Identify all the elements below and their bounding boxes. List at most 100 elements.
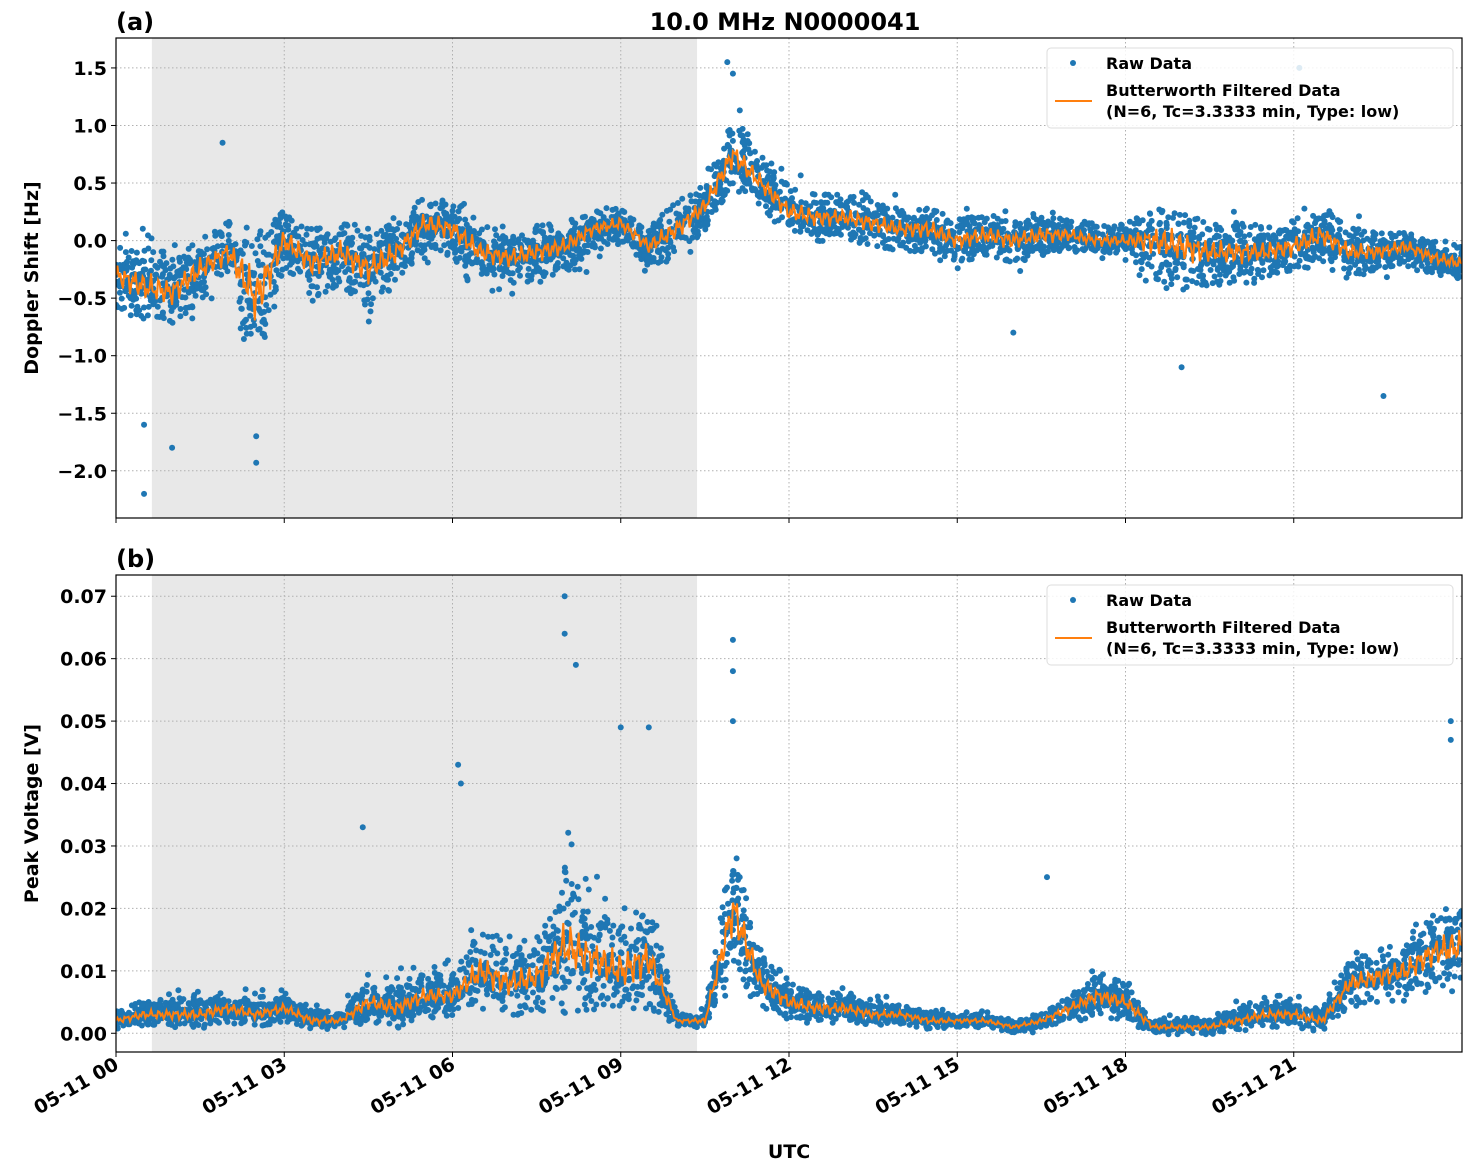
raw-data-point bbox=[1086, 220, 1093, 227]
raw-data-point bbox=[131, 291, 138, 298]
raw-data-point bbox=[797, 172, 804, 179]
raw-data-point bbox=[279, 209, 286, 216]
raw-data-point bbox=[1168, 281, 1175, 288]
raw-data-point bbox=[507, 238, 514, 245]
raw-data-point bbox=[1296, 257, 1303, 264]
raw-data-point bbox=[581, 242, 588, 249]
raw-data-point bbox=[1440, 267, 1446, 274]
raw-data-point bbox=[1329, 227, 1336, 234]
raw-data-point bbox=[560, 255, 567, 262]
raw-data-point bbox=[989, 242, 996, 249]
raw-data-point bbox=[867, 230, 873, 237]
raw-data-point bbox=[625, 234, 632, 241]
raw-data-point bbox=[516, 264, 523, 271]
raw-data-point bbox=[1305, 224, 1312, 231]
raw-data-point bbox=[265, 307, 272, 314]
raw-data-point bbox=[1099, 255, 1106, 262]
raw-data-point bbox=[1158, 264, 1165, 271]
raw-data-point bbox=[247, 312, 254, 319]
raw-data-point bbox=[1333, 249, 1339, 256]
raw-data-point bbox=[1369, 240, 1376, 247]
raw-data-point bbox=[159, 309, 166, 316]
raw-data-point bbox=[1237, 237, 1244, 244]
raw-data-point bbox=[1161, 278, 1168, 285]
raw-data-point bbox=[1382, 264, 1389, 271]
raw-data-point bbox=[889, 214, 896, 221]
raw-data-point bbox=[614, 211, 621, 218]
raw-data-point bbox=[1387, 263, 1394, 270]
raw-data-point bbox=[263, 302, 270, 308]
raw-data-point bbox=[254, 236, 261, 243]
raw-data-point bbox=[1282, 258, 1289, 265]
raw-data-point bbox=[754, 192, 761, 199]
legend-filtered-params: (N=6, Tc=3.3333 min, Type: low) bbox=[1106, 102, 1399, 121]
raw-data-point bbox=[1326, 222, 1333, 228]
raw-data-point bbox=[1453, 273, 1460, 280]
raw-data-point bbox=[423, 232, 430, 239]
raw-data-point bbox=[809, 191, 816, 197]
raw-data-point bbox=[160, 248, 167, 255]
raw-data-point bbox=[1118, 222, 1125, 229]
raw-data-point bbox=[330, 281, 337, 288]
raw-data-point bbox=[462, 257, 468, 264]
raw-data-point bbox=[563, 259, 570, 266]
raw-data-point bbox=[1241, 233, 1248, 240]
filtered-data-line bbox=[116, 148, 1462, 321]
raw-data-point bbox=[368, 301, 374, 308]
raw-data-point bbox=[293, 225, 300, 232]
raw-data-point bbox=[1017, 220, 1024, 227]
raw-data-point bbox=[1294, 215, 1301, 222]
raw-data-point bbox=[1050, 215, 1057, 222]
raw-data-point bbox=[1318, 222, 1325, 229]
raw-data-point bbox=[789, 220, 796, 227]
raw-data-point bbox=[168, 308, 175, 314]
raw-data-point bbox=[1033, 245, 1040, 252]
raw-data-point bbox=[350, 279, 357, 286]
raw-data-point bbox=[813, 200, 820, 206]
raw-data-point bbox=[727, 180, 734, 187]
raw-data-point bbox=[1341, 253, 1348, 260]
raw-data-point bbox=[1410, 262, 1417, 269]
raw-data-point bbox=[905, 238, 912, 245]
raw-data-point bbox=[402, 263, 408, 270]
raw-data-point bbox=[633, 251, 640, 258]
raw-data-point bbox=[282, 213, 289, 220]
raw-data-point bbox=[1002, 208, 1009, 215]
raw-data-point bbox=[1329, 267, 1336, 273]
raw-data-point bbox=[1274, 263, 1280, 270]
raw-data-point bbox=[818, 199, 825, 206]
raw-data-point bbox=[1063, 217, 1070, 224]
raw-data-point bbox=[744, 131, 751, 138]
raw-data-point bbox=[980, 243, 987, 250]
raw-data-point bbox=[483, 270, 490, 277]
raw-data-point bbox=[1336, 226, 1343, 233]
raw-data-point bbox=[441, 211, 448, 218]
y-tick-label: −2.0 bbox=[57, 461, 107, 483]
raw-data-point bbox=[456, 215, 463, 222]
raw-data-outlier bbox=[253, 433, 260, 440]
raw-data-point bbox=[687, 248, 694, 255]
raw-data-point bbox=[148, 257, 155, 264]
raw-data-point bbox=[234, 251, 241, 258]
raw-data-point bbox=[647, 227, 654, 234]
raw-data-point bbox=[1266, 272, 1273, 279]
raw-data-point bbox=[1204, 225, 1211, 232]
raw-data-point bbox=[201, 278, 207, 285]
raw-data-point bbox=[931, 209, 938, 216]
raw-data-point bbox=[749, 187, 756, 194]
raw-data-point bbox=[687, 192, 694, 199]
raw-data-point bbox=[1408, 231, 1415, 238]
raw-data-point bbox=[1066, 224, 1073, 231]
raw-data-point bbox=[570, 245, 577, 252]
raw-data-point bbox=[744, 981, 751, 988]
raw-data-point bbox=[648, 258, 655, 265]
raw-data-point bbox=[376, 242, 383, 249]
raw-data-point bbox=[791, 227, 798, 234]
raw-data-point bbox=[157, 297, 164, 304]
raw-data-point bbox=[1271, 268, 1278, 275]
raw-data-point bbox=[1138, 259, 1145, 266]
raw-data-point bbox=[663, 207, 670, 214]
raw-data-point bbox=[128, 302, 135, 309]
raw-data-point bbox=[277, 215, 284, 221]
